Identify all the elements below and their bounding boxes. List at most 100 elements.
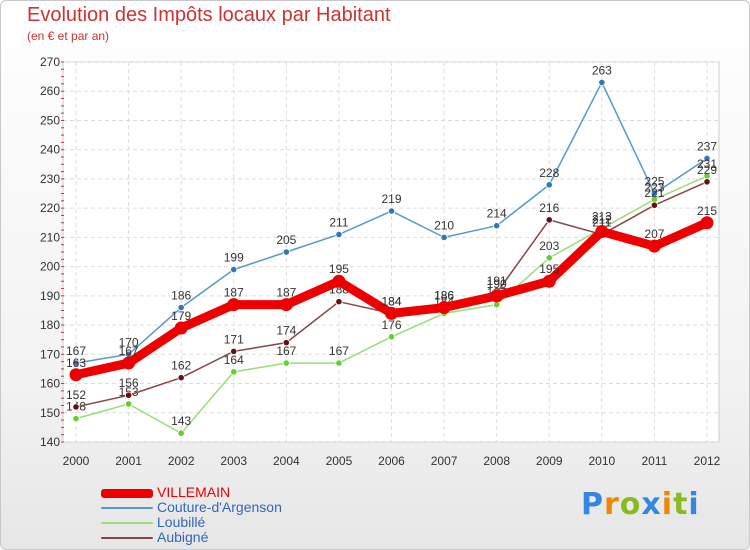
- data-point: [440, 233, 448, 241]
- data-label: 213: [592, 210, 612, 224]
- data-point: [69, 368, 83, 382]
- data-label: 170: [119, 335, 139, 349]
- x-tick-label: 2010: [588, 454, 615, 468]
- data-label: 162: [171, 359, 191, 373]
- data-label: 164: [224, 353, 244, 367]
- x-tick-label: 2003: [220, 454, 247, 468]
- data-point: [230, 347, 238, 355]
- data-point: [542, 274, 556, 288]
- legend-swatch: [101, 537, 153, 539]
- data-point: [437, 301, 451, 315]
- x-tick-label: 2005: [326, 454, 353, 468]
- x-tick-label: 2004: [273, 454, 300, 468]
- data-label: 184: [381, 294, 401, 308]
- logo-letter: i: [688, 487, 700, 522]
- logo-letter: P: [581, 487, 604, 522]
- data-label: 219: [381, 192, 401, 206]
- data-label: 211: [592, 215, 611, 229]
- data-point: [230, 368, 238, 376]
- data-label: 190: [487, 277, 507, 291]
- data-point: [490, 289, 504, 303]
- data-label: 203: [539, 239, 559, 253]
- data-point: [387, 207, 396, 215]
- data-point: [647, 239, 661, 253]
- data-label: 156: [119, 376, 139, 390]
- x-tick-label: 2008: [483, 454, 510, 468]
- data-point: [332, 274, 346, 288]
- data-point: [545, 216, 553, 224]
- y-tick-label: 230: [40, 172, 60, 186]
- data-label: 210: [434, 218, 454, 232]
- data-label: 171: [224, 332, 244, 346]
- data-label: 223: [644, 180, 664, 194]
- y-tick-label: 270: [40, 55, 60, 69]
- y-tick-label: 250: [40, 113, 60, 127]
- data-label: 152: [66, 388, 86, 402]
- data-label: 179: [171, 309, 191, 323]
- logo-letter: r: [604, 487, 620, 522]
- data-point: [595, 225, 609, 239]
- data-point: [650, 201, 659, 209]
- data-point: [385, 306, 398, 320]
- y-tick-label: 240: [40, 143, 60, 157]
- legend-label: VILLEMAIN: [157, 484, 231, 500]
- logo-letter: o: [619, 487, 642, 522]
- data-label: 216: [539, 201, 559, 215]
- data-label: 163: [66, 356, 86, 370]
- y-tick-label: 200: [40, 260, 60, 274]
- data-point: [493, 222, 501, 230]
- y-tick-label: 260: [40, 84, 60, 98]
- logo-letter: t: [673, 487, 689, 522]
- data-point: [700, 216, 714, 230]
- legend-swatch: [101, 507, 153, 509]
- data-label: 207: [644, 227, 664, 241]
- data-point: [387, 333, 396, 341]
- chart-title: Evolution des Impôts locaux par Habitant: [27, 4, 391, 26]
- data-label: 187: [276, 286, 296, 300]
- x-tick-label: 2006: [378, 454, 405, 468]
- legend-swatch: [101, 522, 153, 524]
- data-label: 186: [434, 289, 454, 303]
- x-tick-label: 2009: [536, 454, 563, 468]
- legend-label: Couture-d'Argenson: [157, 499, 282, 515]
- data-point: [598, 78, 606, 87]
- data-label: 263: [592, 63, 612, 77]
- data-point: [493, 301, 501, 309]
- data-label: 143: [171, 414, 191, 428]
- y-tick-label: 190: [40, 289, 60, 303]
- data-point: [282, 339, 290, 347]
- data-point: [124, 391, 133, 399]
- data-point: [227, 298, 241, 312]
- data-point: [177, 429, 185, 437]
- data-label: 237: [697, 139, 717, 153]
- data-point: [282, 359, 290, 367]
- data-label: 167: [119, 344, 139, 358]
- data-point: [124, 400, 133, 408]
- data-label: 221: [644, 186, 664, 200]
- data-point: [335, 230, 343, 239]
- data-point: [230, 265, 238, 274]
- y-tick-label: 160: [40, 377, 60, 391]
- data-point: [545, 181, 553, 189]
- data-point: [177, 303, 185, 312]
- data-label: 167: [66, 344, 86, 358]
- x-tick-label: 2012: [694, 454, 721, 468]
- legend-label: Loubillé: [157, 514, 206, 530]
- y-tick-label: 150: [40, 406, 60, 420]
- data-label: 199: [224, 251, 244, 265]
- y-tick-label: 170: [40, 347, 60, 361]
- proxiti-logo: Proxiti: [581, 487, 700, 522]
- data-point: [122, 356, 136, 370]
- data-label: 214: [487, 207, 507, 221]
- legend-swatch: [101, 488, 153, 498]
- logo-letter: i: [661, 487, 674, 522]
- data-label: 229: [697, 163, 717, 177]
- x-tick-label: 2000: [63, 454, 90, 468]
- x-tick-label: 2001: [115, 454, 142, 468]
- data-label: 211: [329, 215, 348, 229]
- logo-letter: x: [641, 487, 662, 522]
- data-point: [545, 254, 553, 262]
- y-tick-label: 210: [40, 230, 60, 244]
- x-tick-label: 2011: [642, 454, 668, 468]
